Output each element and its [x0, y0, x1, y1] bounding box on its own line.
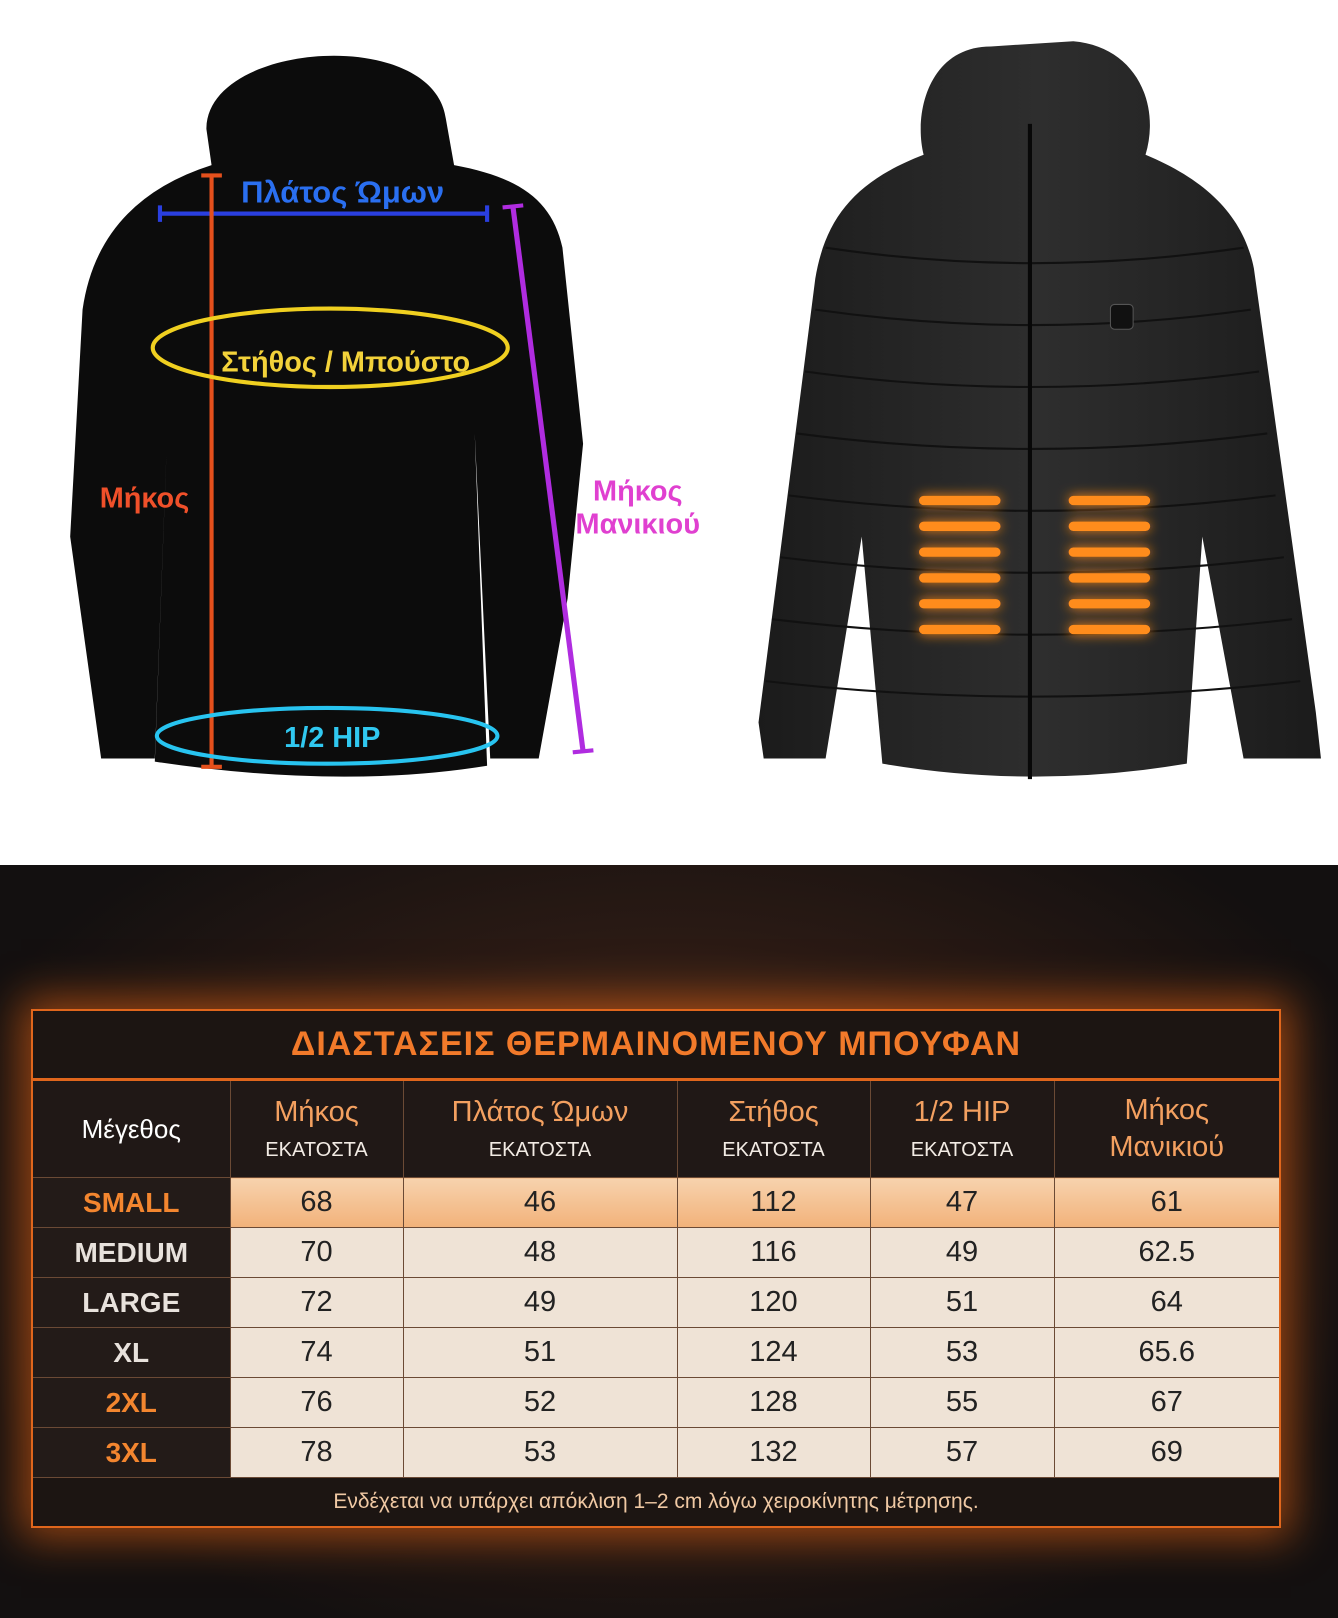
table-cell: 76	[229, 1377, 404, 1428]
table-cell: 72	[229, 1277, 404, 1328]
table-cell: 128	[676, 1377, 871, 1428]
header-unit: Μανικιού	[1109, 1131, 1225, 1163]
table-cell: 51	[869, 1277, 1055, 1328]
table-cell: 120	[676, 1277, 871, 1328]
header-cell: Μέγεθος	[31, 1079, 231, 1178]
header-label: Στήθος	[728, 1096, 819, 1128]
table-cell: 78	[229, 1427, 404, 1478]
sleeve-label: Μήκος	[593, 476, 683, 508]
table-cell: 48	[402, 1227, 678, 1278]
header-cell: Στήθος ΕΚΑΤΟΣΤΑ	[676, 1079, 871, 1178]
table-cell: 46	[402, 1177, 678, 1228]
size-label: 2XL	[31, 1377, 231, 1428]
size-label: SMALL	[31, 1177, 231, 1228]
table-cell: 49	[869, 1227, 1055, 1278]
table-cell: 70	[229, 1227, 404, 1278]
table-cell: 61	[1053, 1177, 1281, 1228]
hip-label: 1/2 HIP	[284, 722, 380, 754]
table-cell: 53	[402, 1427, 678, 1478]
header-unit: ΕΚΑΤΟΣΤΑ	[488, 1139, 592, 1161]
size-label: MEDIUM	[31, 1227, 231, 1278]
header-cell: Πλάτος Ώμων ΕΚΑΤΟΣΤΑ	[402, 1079, 678, 1178]
header-label: Μήκος	[1124, 1094, 1210, 1126]
header-row: Μέγεθος Μήκος ΕΚΑΤΟΣΤΑ Πλάτος Ώμων ΕΚΑΤΟΣΤΑ Σ…	[31, 1079, 1281, 1178]
table-cell: 112	[676, 1177, 871, 1228]
table-cell: 47	[869, 1177, 1055, 1228]
table-row: 3XL 78 53 132 57 69	[31, 1427, 1281, 1478]
table-cell: 68	[229, 1177, 404, 1228]
header-label: Μέγεθος	[81, 1113, 181, 1144]
sleeve-label: Μανικιού	[576, 509, 700, 541]
table-cell: 49	[402, 1277, 678, 1328]
header-cell: Μήκος ΕΚΑΤΟΣΤΑ	[229, 1079, 404, 1178]
table-cell: 116	[676, 1227, 871, 1278]
jacket-front	[758, 41, 1321, 780]
header-label: Πλάτος Ώμων	[451, 1096, 629, 1128]
size-label: LARGE	[31, 1277, 231, 1328]
header-cell: 1/2 HIP ΕΚΑΤΟΣΤΑ	[869, 1079, 1055, 1178]
table-cell: 57	[869, 1427, 1055, 1478]
header-unit: ΕΚΑΤΟΣΤΑ	[265, 1139, 368, 1161]
header-label: 1/2 HIP	[913, 1096, 1011, 1128]
table-cell: 52	[402, 1377, 678, 1428]
length-label: Μήκος	[100, 483, 189, 515]
table-cell: 65.6	[1053, 1327, 1281, 1378]
table-title: ΔΙΑΣΤΑΣΕΙΣ ΘΕΡΜΑΙΝΟΜΕΝΟΥ ΜΠΟΥΦΑΝ	[31, 1009, 1281, 1081]
table-row: LARGE 72 49 120 51 64	[31, 1277, 1281, 1328]
table-cell: 124	[676, 1327, 871, 1378]
size-label: 3XL	[31, 1427, 231, 1478]
table-cell: 67	[1053, 1377, 1281, 1428]
table-cell: 64	[1053, 1277, 1281, 1328]
table-cell: 62.5	[1053, 1227, 1281, 1278]
table-row: SMALL 68 46 112 47 61	[31, 1177, 1281, 1228]
table-cell: 55	[869, 1377, 1055, 1428]
size-table: ΔΙΑΣΤΑΣΕΙΣ ΘΕΡΜΑΙΝΟΜΕΝΟΥ ΜΠΟΥΦΑΝ Μέγεθος…	[31, 1009, 1281, 1528]
header-label: Μήκος	[274, 1096, 359, 1128]
table-note: Ενδέχεται να υπάρχει απόκλιση 1–2 cm λόγ…	[31, 1477, 1281, 1528]
shoulder-label: Πλάτος Ώμων	[241, 174, 444, 209]
header-unit: ΕΚΑΤΟΣΤΑ	[722, 1139, 825, 1161]
chest-label: Στήθος / Μπούστο	[221, 347, 470, 379]
header-cell: Μήκος Μανικιού	[1053, 1079, 1281, 1178]
table-cell: 69	[1053, 1427, 1281, 1478]
note-row: Ενδέχεται να υπάρχει απόκλιση 1–2 cm λόγ…	[31, 1477, 1281, 1528]
table-row: 2XL 76 52 128 55 67	[31, 1377, 1281, 1428]
table-cell: 74	[229, 1327, 404, 1378]
size-label: XL	[31, 1327, 231, 1378]
table-cell: 132	[676, 1427, 871, 1478]
jacket-back	[70, 55, 584, 777]
header-unit: ΕΚΑΤΟΣΤΑ	[910, 1139, 1014, 1161]
table-row: MEDIUM 70 48 116 49 62.5	[31, 1227, 1281, 1278]
table-row: XL 74 51 124 53 65.6	[31, 1327, 1281, 1378]
table-cell: 51	[402, 1327, 678, 1378]
table-cell: 53	[869, 1327, 1055, 1378]
jacket-illustrations: Πλάτος Ώμων Στήθος / Μπούστο Μήκος Μήκος…	[70, 41, 1321, 780]
